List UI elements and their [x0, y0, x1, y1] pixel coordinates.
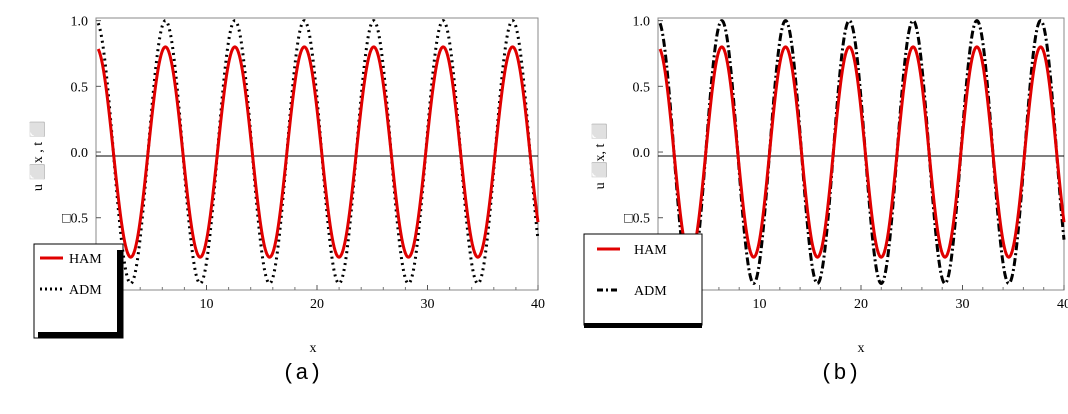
x-tick-label: 10 [200, 297, 214, 312]
legend-adm-label: ADM [634, 284, 667, 299]
x-tick-label: 40 [1057, 297, 1068, 312]
panel-label-a: (a) [282, 361, 322, 386]
y-axis-label: u ⬜x , t ⬜ [29, 121, 46, 191]
panel-label-b: (b) [820, 361, 860, 386]
x-tick-label: 20 [854, 297, 868, 312]
series-line-ham [96, 45, 540, 259]
chart-panel-b: 10 20 30 40 1.0 0.5 0.0 □0.5 x u ⬜x, t ⬜ HAM AD… [583, 15, 1068, 386]
legend-adm-label: ADM [69, 283, 102, 298]
plot-frame [657, 17, 1065, 291]
y-tick-label: 0.0 [71, 146, 89, 161]
x-tick-label: 40 [531, 297, 545, 312]
legend-shadow-bottom [38, 332, 123, 338]
y-tick-label: 0.5 [633, 80, 651, 95]
x-axis-label: x [858, 341, 865, 356]
x-tick-label: 30 [421, 297, 435, 312]
y-axis-label: u ⬜x, t ⬜ [591, 123, 608, 190]
y-tick-label: □0.5 [62, 212, 88, 227]
y-tick-label: 0.0 [633, 146, 651, 161]
legend: HAM ADM [33, 243, 124, 339]
legend-shadow-bottom [584, 323, 702, 328]
x-tick-label: 30 [956, 297, 970, 312]
y-tick-label: 1.0 [633, 15, 651, 30]
legend-ham-label: HAM [69, 252, 102, 267]
y-tick-label: 1.0 [71, 15, 89, 30]
y-tick-label: 0.5 [71, 80, 89, 95]
y-tick-label: □0.5 [624, 212, 650, 227]
plot-frame [95, 17, 539, 291]
legend-ham-label: HAM [634, 243, 667, 258]
x-tick-label: 10 [753, 297, 767, 312]
legend-box [33, 243, 124, 339]
legend: HAM ADM [583, 233, 703, 328]
series-line-ham [658, 45, 1066, 259]
legend-shadow-right [117, 250, 123, 338]
chart-panel-a: 10 20 30 40 1.0 0.5 0.0 □0.5 x u ⬜x , t ⬜ HAM A… [29, 15, 545, 386]
x-tick-label: 20 [310, 297, 324, 312]
x-axis-label: x [310, 341, 317, 356]
